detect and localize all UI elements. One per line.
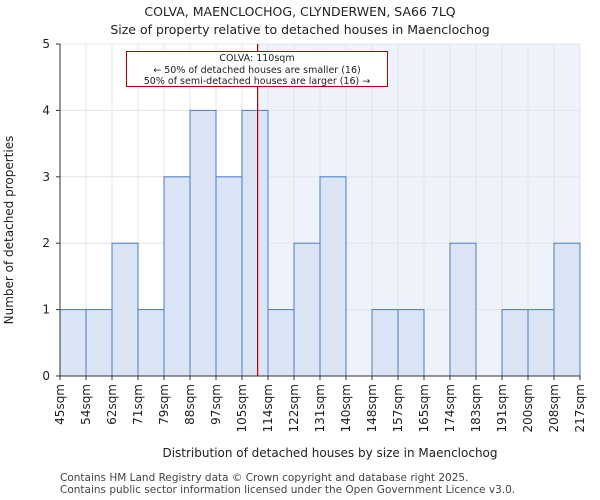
- x-tick-label: 131sqm: [313, 384, 327, 432]
- histogram-bar: [293, 242, 321, 377]
- x-tick-label: 45sqm: [53, 384, 67, 425]
- x-tick-label: 174sqm: [443, 384, 457, 432]
- y-tick-label: 4: [42, 103, 50, 117]
- histogram-bar: [85, 309, 113, 377]
- x-tick-label: 71sqm: [131, 384, 145, 425]
- histogram-bar: [163, 176, 191, 377]
- x-tick-label: 157sqm: [391, 384, 405, 432]
- x-tick-label: 79sqm: [157, 384, 171, 425]
- footer-copyright: Contains HM Land Registry data © Crown c…: [60, 472, 469, 484]
- histogram-bar: [189, 109, 217, 377]
- x-tick-label: 62sqm: [105, 384, 119, 425]
- marker-annotation: COLVA: 110sqm ← 50% of detached houses a…: [126, 51, 388, 87]
- histogram-bar: [59, 309, 87, 377]
- histogram-bar: [111, 242, 139, 377]
- y-tick-label: 5: [42, 37, 50, 51]
- x-tick-label: 183sqm: [469, 384, 483, 432]
- histogram-bar: [319, 176, 347, 377]
- x-tick-label: 165sqm: [417, 384, 431, 432]
- x-tick-label: 200sqm: [521, 384, 535, 432]
- x-tick-label: 208sqm: [547, 384, 561, 432]
- histogram-bar: [137, 309, 165, 377]
- histogram-bar: [501, 309, 529, 377]
- annotation-line-1: COLVA: 110sqm: [219, 53, 295, 64]
- histogram-bar: [449, 242, 477, 377]
- x-tick-label: 148sqm: [365, 384, 379, 432]
- x-tick-label: 54sqm: [79, 384, 93, 425]
- histogram-bar: [267, 309, 295, 377]
- chart-title: COLVA, MAENCLOCHOG, CLYNDERWEN, SA66 7LQ: [144, 4, 456, 19]
- x-tick-label: 122sqm: [287, 384, 301, 432]
- y-tick-label: 3: [42, 170, 50, 184]
- annotation-line-2: ← 50% of detached houses are smaller (16…: [153, 64, 361, 76]
- y-tick-label: 2: [42, 236, 50, 250]
- x-axis-label: Distribution of detached houses by size …: [162, 446, 497, 460]
- x-tick-label: 114sqm: [261, 384, 275, 432]
- x-tick-label: 105sqm: [235, 384, 249, 432]
- y-tick-label: 1: [42, 303, 50, 317]
- x-tick-label: 88sqm: [183, 384, 197, 425]
- chart-subtitle: Size of property relative to detached ho…: [110, 22, 490, 37]
- y-axis-label: Number of detached properties: [2, 136, 16, 325]
- x-tick-label: 97sqm: [209, 384, 223, 425]
- histogram-bar: [215, 176, 243, 377]
- x-tick-label: 217sqm: [573, 384, 587, 432]
- histogram-bar: [397, 309, 425, 377]
- annotation-line-3: 50% of semi-detached houses are larger (…: [143, 76, 371, 87]
- histogram-bar: [371, 309, 399, 377]
- x-tick-label: 191sqm: [495, 384, 509, 432]
- histogram-bar: [527, 309, 555, 377]
- y-tick-label: 0: [42, 369, 50, 383]
- footer-licence: Contains public sector information licen…: [60, 484, 516, 496]
- x-tick-label: 140sqm: [339, 384, 353, 432]
- histogram-bar: [241, 109, 269, 377]
- histogram-bar: [553, 242, 581, 377]
